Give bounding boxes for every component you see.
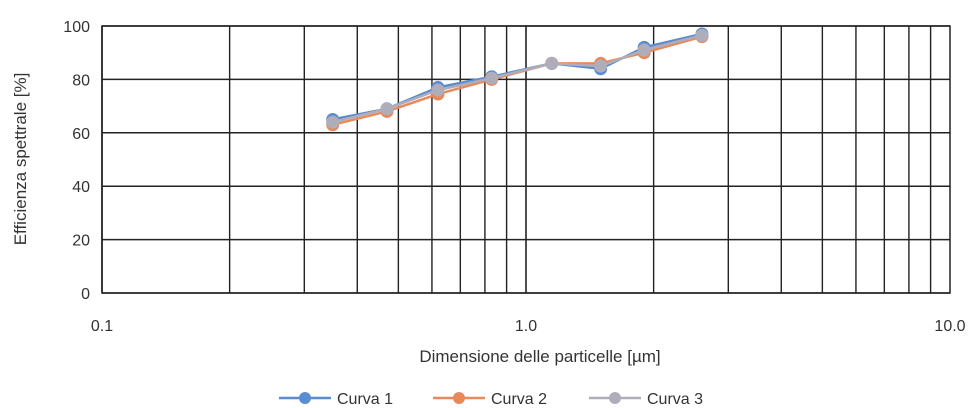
series-line — [332, 34, 703, 124]
data-point — [545, 56, 559, 70]
y-tick-label: 100 — [63, 19, 90, 36]
x-axis-ticks: 0.1 1.0 10.0 — [91, 318, 966, 335]
y-tick-label: 20 — [72, 233, 90, 250]
legend-label: Curva 3 — [647, 391, 703, 408]
legend-swatch-marker — [609, 392, 621, 404]
data-point — [431, 83, 445, 97]
legend-swatch-marker — [299, 392, 311, 404]
y-axis-title: Efficienza spettrale [%] — [11, 73, 30, 246]
y-tick-label: 40 — [72, 179, 90, 196]
legend-label: Curva 1 — [337, 391, 393, 408]
x-tick-label: 10.0 — [934, 318, 965, 335]
y-tick-label: 0 — [81, 286, 90, 303]
series-layer — [326, 27, 709, 132]
data-point — [326, 115, 340, 129]
legend-item-1: Curva 1 — [279, 391, 393, 408]
data-point — [695, 28, 709, 42]
plot-frame — [101, 25, 951, 294]
x-axis-title: Dimensione delle particelle [µm] — [419, 347, 660, 366]
data-point — [637, 43, 651, 57]
y-axis-ticks: 0 20 40 60 80 100 — [63, 19, 90, 303]
x-tick-label: 0.1 — [91, 318, 113, 335]
legend-item-2: Curva 2 — [433, 391, 547, 408]
y-tick-label: 80 — [72, 72, 90, 89]
x-tick-label: 1.0 — [515, 318, 537, 335]
legend-item-3: Curva 3 — [589, 391, 703, 408]
series-3 — [326, 28, 709, 129]
data-point — [485, 71, 499, 85]
legend: Curva 1 Curva 2 Curva 3 — [279, 391, 703, 408]
data-point — [380, 102, 394, 116]
data-point — [594, 59, 608, 73]
grid — [101, 25, 950, 294]
legend-label: Curva 2 — [491, 391, 547, 408]
legend-swatch-marker — [453, 392, 465, 404]
y-tick-label: 60 — [72, 126, 90, 143]
